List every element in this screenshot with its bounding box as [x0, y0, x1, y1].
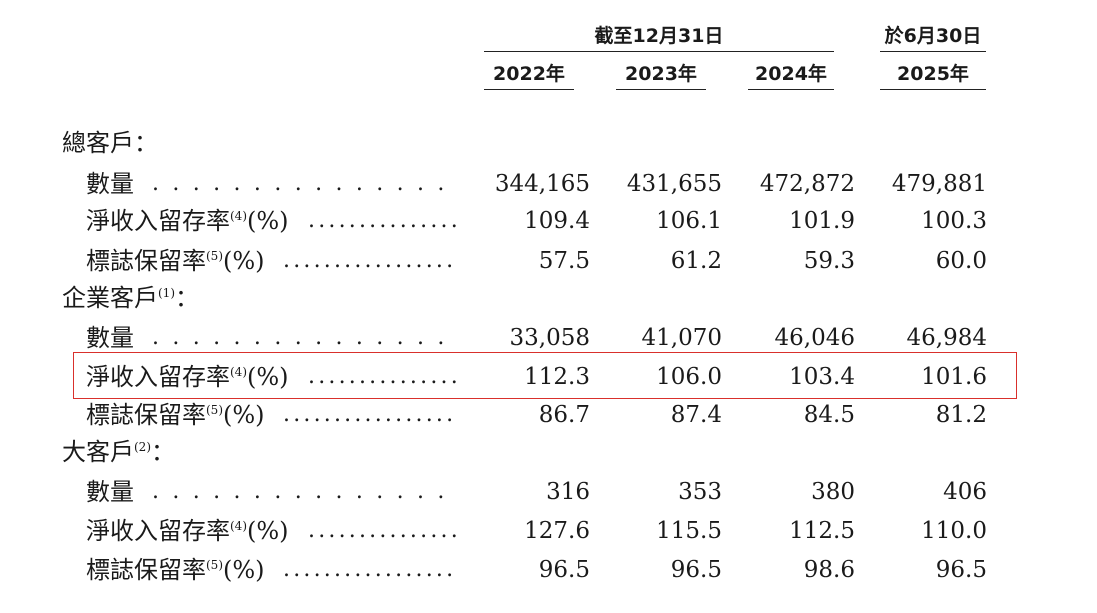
table-cell: 59.3 — [803, 248, 855, 274]
footnote-marker: (5) — [206, 558, 223, 572]
table-cell: 101.9 — [789, 208, 855, 234]
table-cell: 98.6 — [803, 557, 855, 583]
footnote-marker: (4) — [230, 519, 247, 533]
row-label-count: 數量 — [86, 169, 134, 199]
table-cell: 112.5 — [789, 518, 855, 544]
table-cell: 109.4 — [524, 208, 590, 234]
section-title-enterprise-customers: 企業客戶(1)： — [62, 283, 199, 313]
row-label-unit: (%) — [247, 207, 289, 235]
year-rule-2025 — [880, 89, 986, 90]
interim-period-header: 於6月30日 — [884, 25, 982, 47]
dot-leader: ........................................… — [283, 402, 458, 427]
dot-leader: . . . . . . . . . . . . . . . . . . . . … — [152, 171, 457, 196]
row-label-logo-retention: 標誌保留率(5)(%) — [86, 555, 265, 585]
row-label-text: 標誌保留率 — [86, 401, 206, 429]
table-cell: 86.7 — [538, 402, 590, 428]
row-label-net-revenue-retention: 淨收入留存率(4)(%) — [86, 362, 289, 392]
row-label-net-revenue-retention: 淨收入留存率(4)(%) — [86, 206, 289, 236]
year-header-2022: 2022年 — [493, 63, 565, 85]
table-cell: 431,655 — [626, 171, 722, 197]
table-cell: 110.0 — [921, 518, 987, 544]
row-label-text: 淨收入留存率 — [86, 517, 230, 545]
row-label-text: 標誌保留率 — [86, 247, 206, 275]
row-label-unit: (%) — [223, 401, 265, 429]
table-cell: 61.2 — [670, 248, 722, 274]
section-title-colon: ： — [175, 284, 199, 312]
row-label-logo-retention: 標誌保留率(5)(%) — [86, 400, 265, 430]
dot-leader: . . . . . . . . . . . . . . . . . . . . … — [152, 479, 457, 504]
period-group-rule — [484, 51, 834, 52]
dot-leader: ........................................… — [308, 208, 458, 233]
dot-leader: ........................................… — [308, 518, 458, 543]
year-header-2023: 2023年 — [625, 63, 697, 85]
row-label-text: 標誌保留率 — [86, 556, 206, 584]
row-label-unit: (%) — [247, 517, 289, 545]
section-title-colon: ： — [151, 438, 175, 466]
section-title-colon: ： — [134, 129, 158, 157]
table-cell: 106.0 — [656, 364, 722, 390]
table-cell: 57.5 — [538, 248, 590, 274]
table-cell: 106.1 — [656, 208, 722, 234]
row-label-unit: (%) — [223, 247, 265, 275]
row-label-logo-retention: 標誌保留率(5)(%) — [86, 246, 265, 276]
footnote-marker: (2) — [134, 440, 151, 454]
section-title-total-customers: 總客戶： — [62, 128, 158, 158]
interim-period-rule — [880, 51, 986, 52]
table-cell: 84.5 — [803, 402, 855, 428]
dot-leader: ........................................… — [283, 248, 458, 273]
table-cell: 472,872 — [759, 171, 855, 197]
section-title-large-customers: 大客戶(2)： — [62, 437, 175, 467]
year-header-2025: 2025年 — [897, 63, 969, 85]
section-title-text: 大客戶 — [62, 438, 134, 466]
table-cell: 60.0 — [935, 248, 987, 274]
row-label-text: 淨收入留存率 — [86, 363, 230, 391]
period-group-header: 截至12月31日 — [594, 25, 724, 47]
table-cell: 353 — [678, 479, 722, 505]
section-title-text: 企業客戶 — [62, 284, 158, 312]
table-cell: 115.5 — [656, 518, 722, 544]
row-label-text: 數量 — [86, 324, 134, 352]
footnote-marker: (1) — [158, 286, 175, 300]
row-label-unit: (%) — [223, 556, 265, 584]
table-cell: 96.5 — [538, 557, 590, 583]
row-label-text: 數量 — [86, 478, 134, 506]
row-label-text: 淨收入留存率 — [86, 207, 230, 235]
year-rule-2022 — [484, 89, 574, 90]
dot-leader: . . . . . . . . . . . . . . . . . . . . … — [152, 325, 457, 350]
highlight-box — [73, 352, 1017, 399]
table-cell: 87.4 — [670, 402, 722, 428]
table-cell: 103.4 — [789, 364, 855, 390]
footnote-marker: (5) — [206, 403, 223, 417]
table-cell: 100.3 — [921, 208, 987, 234]
table-cell: 380 — [811, 479, 855, 505]
footnote-marker: (4) — [230, 365, 247, 379]
year-header-2024: 2024年 — [755, 63, 827, 85]
row-label-text: 數量 — [86, 170, 134, 198]
dot-leader: ........................................… — [283, 557, 458, 582]
table-cell: 101.6 — [921, 364, 987, 390]
year-rule-2024 — [748, 89, 834, 90]
table-cell: 127.6 — [524, 518, 590, 544]
row-label-count: 數量 — [86, 477, 134, 507]
dot-leader: ........................................… — [308, 364, 458, 389]
table-cell: 406 — [943, 479, 987, 505]
section-title-text: 總客戶 — [62, 129, 134, 157]
table-cell: 316 — [546, 479, 590, 505]
table-cell: 96.5 — [670, 557, 722, 583]
footnote-marker: (5) — [206, 249, 223, 263]
table-cell: 112.3 — [524, 364, 590, 390]
table-cell: 41,070 — [641, 325, 722, 351]
table-cell: 344,165 — [494, 171, 590, 197]
year-rule-2023 — [616, 89, 706, 90]
table-cell: 33,058 — [509, 325, 590, 351]
row-label-unit: (%) — [247, 363, 289, 391]
row-label-net-revenue-retention: 淨收入留存率(4)(%) — [86, 516, 289, 546]
footnote-marker: (4) — [230, 209, 247, 223]
table-cell: 46,046 — [774, 325, 855, 351]
table-cell: 479,881 — [891, 171, 987, 197]
table-cell: 81.2 — [935, 402, 987, 428]
table-cell: 46,984 — [906, 325, 987, 351]
row-label-count: 數量 — [86, 323, 134, 353]
table-cell: 96.5 — [935, 557, 987, 583]
